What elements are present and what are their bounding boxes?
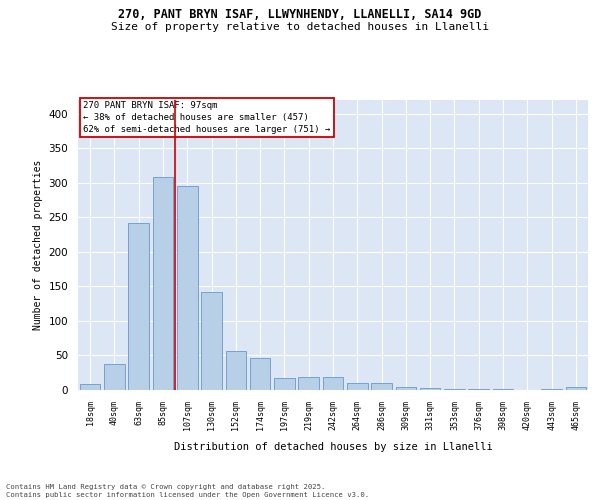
Bar [226,350,246,390]
Bar [347,383,368,390]
Text: Contains HM Land Registry data © Crown copyright and database right 2025.
Contai: Contains HM Land Registry data © Crown c… [6,484,369,498]
Y-axis label: Number of detached properties: Number of detached properties [33,160,43,330]
Bar [444,388,465,390]
Text: Size of property relative to detached houses in Llanelli: Size of property relative to detached ho… [111,22,489,32]
Text: 270 PANT BRYN ISAF: 97sqm
← 38% of detached houses are smaller (457)
62% of semi: 270 PANT BRYN ISAF: 97sqm ← 38% of detac… [83,102,331,134]
Bar [128,223,149,390]
Bar [420,388,440,390]
Bar [323,377,343,390]
Bar [469,388,489,390]
Bar [177,186,197,390]
Bar [250,358,271,390]
Bar [201,292,222,390]
Bar [298,377,319,390]
Bar [104,364,125,390]
Bar [541,388,562,390]
Bar [566,387,586,390]
Bar [80,384,100,390]
Bar [152,178,173,390]
Bar [371,383,392,390]
Bar [274,378,295,390]
Text: 270, PANT BRYN ISAF, LLWYNHENDY, LLANELLI, SA14 9GD: 270, PANT BRYN ISAF, LLWYNHENDY, LLANELL… [118,8,482,20]
Text: Distribution of detached houses by size in Llanelli: Distribution of detached houses by size … [173,442,493,452]
Bar [395,386,416,390]
